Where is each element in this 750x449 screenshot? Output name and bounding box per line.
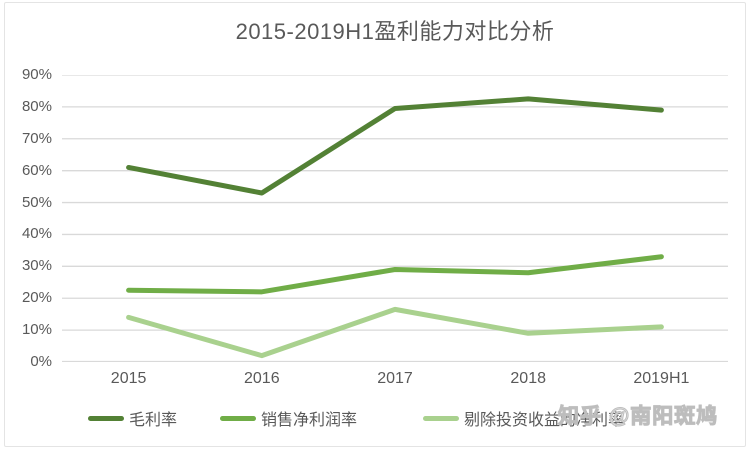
legend-marker-icon (88, 415, 124, 421)
y-axis: 0% 10% 20% 30% 40% 50% 60% 70% 80% 90% (0, 66, 52, 370)
x-tick-label: 2017 (377, 370, 413, 387)
legend-marker-icon (423, 415, 459, 421)
legend: 毛利率 销售净利润率 剔除投资收益的净利率 (0, 405, 750, 431)
series-line-2 (126, 306, 664, 359)
x-tick-label: 2016 (244, 370, 280, 387)
legend-marker-icon (220, 415, 256, 421)
plot-area (62, 75, 728, 362)
chart-title: 2015-2019H1盈利能力对比分析 (235, 19, 555, 44)
line-chart-svg (62, 75, 728, 362)
x-tick-label: 2019H1 (633, 370, 690, 387)
series-line-1 (126, 254, 664, 295)
legend-item: 毛利率 (88, 405, 177, 431)
y-tick-label: 90% (21, 66, 52, 83)
legend-item: 剔除投资收益的净利率 (423, 405, 624, 431)
y-tick-label: 40% (21, 225, 52, 243)
x-axis: 2015 2016 2017 2018 2019H1 (62, 370, 728, 392)
y-tick-label: 0% (30, 353, 52, 370)
y-tick-label: 20% (21, 289, 52, 307)
legend-label: 毛利率 (129, 412, 178, 429)
y-tick-label: 60% (21, 161, 52, 179)
y-tick-label: 10% (21, 321, 52, 339)
series-line-0 (126, 96, 664, 196)
y-tick-label: 30% (21, 257, 52, 275)
x-tick-label: 2015 (110, 370, 147, 387)
y-tick-label: 50% (21, 193, 52, 211)
x-tick-label: 2018 (510, 370, 546, 387)
legend-label: 剔除投资收益的净利率 (464, 412, 625, 429)
legend-label: 销售净利润率 (261, 412, 358, 429)
y-tick-label: 70% (21, 129, 52, 147)
y-tick-label: 80% (21, 97, 52, 115)
legend-item: 销售净利润率 (220, 405, 357, 431)
